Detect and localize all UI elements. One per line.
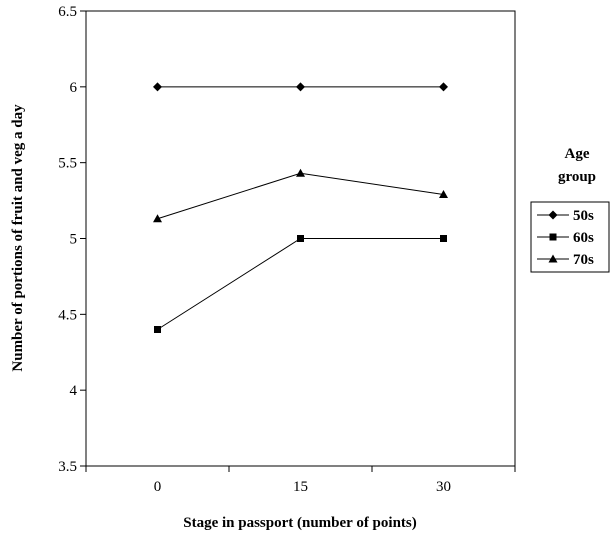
y-tick-label: 3.5 bbox=[58, 459, 77, 475]
legend-label-60s: 60s bbox=[573, 230, 594, 246]
series-layer bbox=[153, 82, 448, 333]
legend-marker-70s bbox=[548, 254, 558, 263]
y-tick-label: 6.5 bbox=[58, 4, 77, 20]
y-tick-label: 5.5 bbox=[58, 156, 77, 172]
legend: Age group 50s 60s 70s bbox=[530, 146, 610, 273]
x-tick-label: 30 bbox=[436, 479, 451, 495]
y-tick-label: 4.5 bbox=[58, 307, 77, 323]
series-line-70s bbox=[157, 172, 444, 220]
y-axis: 3.5 4 4.5 5 5.5 6 6.5 bbox=[58, 4, 86, 475]
x-axis: 0 15 30 bbox=[85, 466, 516, 495]
data-point-70s bbox=[296, 168, 305, 177]
y-tick-label: 4 bbox=[70, 383, 78, 399]
series-line-60s bbox=[157, 238, 444, 330]
x-tick-label: 0 bbox=[154, 479, 162, 495]
data-point-60s bbox=[297, 235, 304, 242]
y-tick-label: 6 bbox=[70, 80, 78, 96]
data-point-60s bbox=[154, 326, 161, 333]
x-tick-label: 15 bbox=[293, 479, 308, 495]
data-point-50s bbox=[153, 82, 162, 92]
legend-items: 50s 60s 70s bbox=[537, 208, 594, 268]
data-point-50s bbox=[439, 82, 448, 92]
legend-label-70s: 70s bbox=[573, 252, 594, 268]
legend-marker-50s bbox=[548, 210, 558, 220]
data-point-60s bbox=[440, 235, 447, 242]
y-tick-label: 5 bbox=[70, 232, 78, 248]
legend-box bbox=[530, 201, 610, 273]
legend-label-50s: 50s bbox=[573, 208, 594, 224]
data-point-70s bbox=[153, 214, 162, 223]
legend-title-line-2: group bbox=[558, 169, 596, 185]
legend-title-line-1: Age bbox=[565, 146, 590, 162]
data-point-50s bbox=[296, 82, 305, 92]
y-axis-title: Number of portions of fruit and veg a da… bbox=[10, 104, 26, 372]
data-point-70s bbox=[439, 190, 448, 199]
x-axis-title: Stage in passport (number of points) bbox=[183, 515, 417, 531]
legend-marker-60s bbox=[549, 233, 557, 241]
